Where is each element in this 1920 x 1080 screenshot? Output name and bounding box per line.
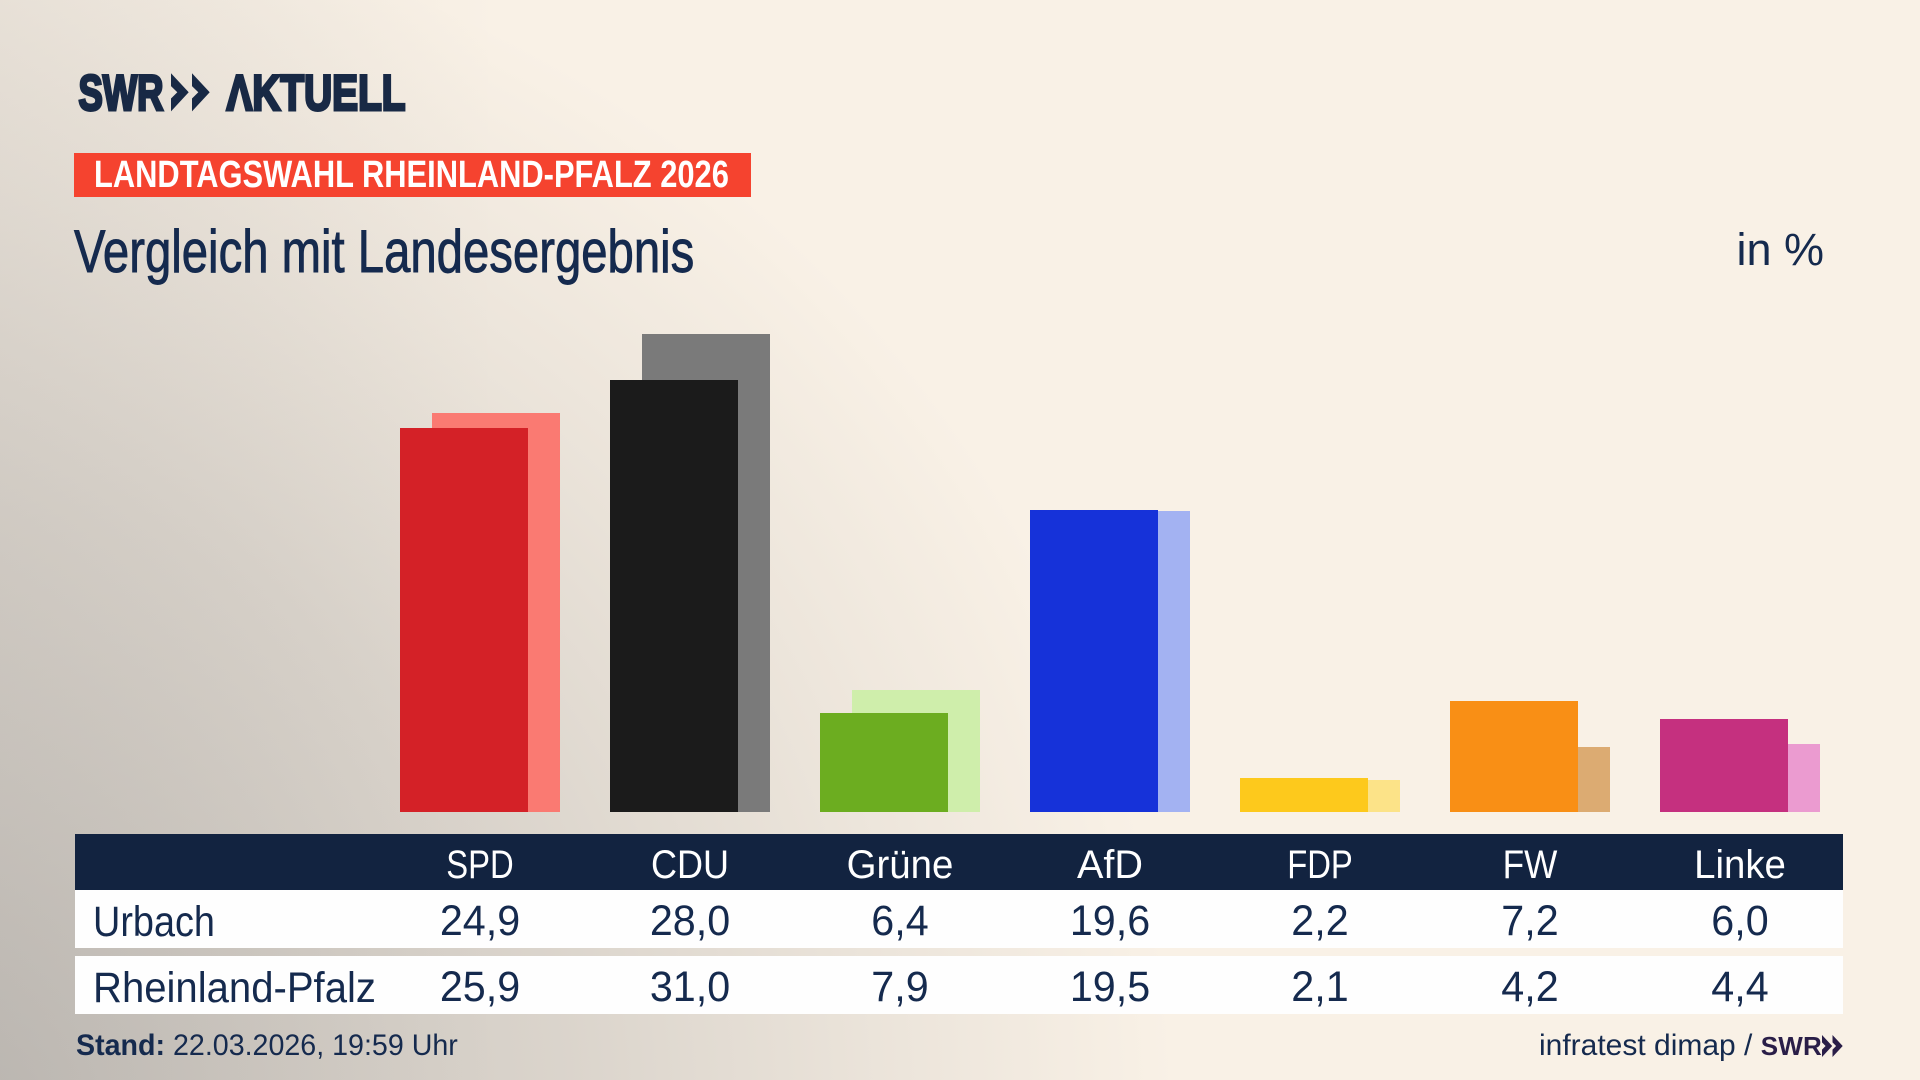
svg-text:ΛKTUELL: ΛKTUELL [227, 65, 406, 117]
svg-text:SWR: SWR [79, 65, 164, 117]
